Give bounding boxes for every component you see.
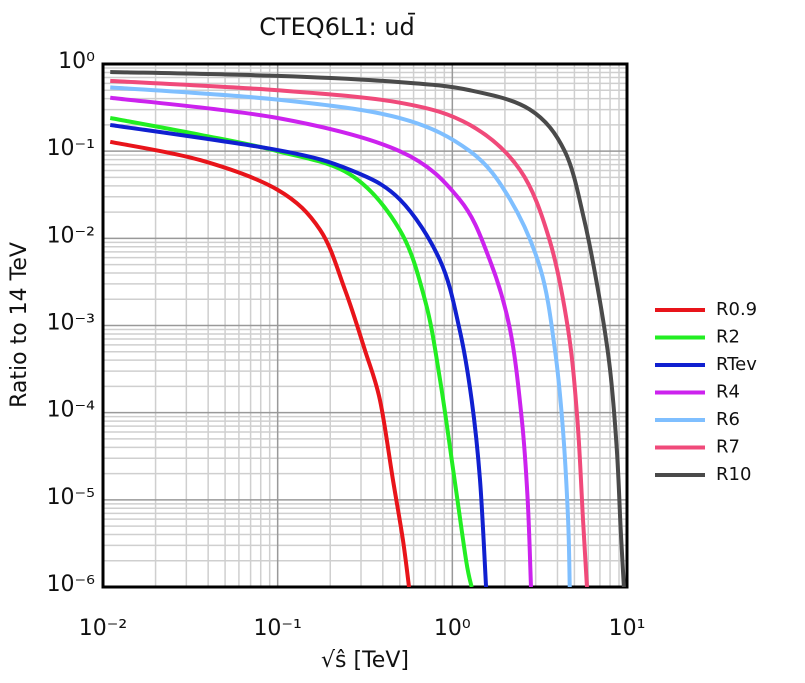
legend-label: R2: [716, 327, 740, 348]
y-tick-label: 10⁻⁵: [47, 485, 95, 510]
line-series: [109, 116, 474, 587]
x-tick-label: 10¹: [609, 616, 646, 641]
legend-label: R7: [716, 437, 740, 458]
y-tick-label: 10⁻³: [47, 311, 95, 336]
x-tick-label: 10⁻¹: [253, 616, 301, 641]
line-series: [110, 69, 626, 587]
line-series: [110, 85, 572, 587]
x-axis-label: √ŝ [TeV]: [321, 648, 409, 673]
y-tick-label: 10⁻⁴: [47, 398, 96, 423]
y-tick-label: 10⁻²: [47, 223, 95, 248]
line-series: [109, 139, 412, 587]
y-tick-label: 10⁻⁶: [47, 572, 96, 597]
x-tick-label: 10⁻²: [79, 616, 127, 641]
line-series: [110, 78, 589, 587]
legend-label: R10: [716, 464, 751, 485]
x-tick-label: 10⁰: [434, 616, 471, 641]
legend-label: R0.9: [716, 299, 757, 320]
line-series: [109, 95, 533, 587]
y-tick-label: 10⁻¹: [47, 136, 95, 161]
y-tick-label: 10⁰: [58, 49, 95, 74]
legend-label: RTev: [716, 354, 757, 375]
y-axis-label: Ratio to 14 TeV: [7, 242, 32, 408]
chart-title: CTEQ6L1: ud̄: [259, 12, 415, 41]
line-series: [109, 122, 489, 587]
legend-label: R4: [716, 382, 740, 403]
legend-label: R6: [716, 409, 740, 430]
plot-frame: [101, 62, 629, 589]
